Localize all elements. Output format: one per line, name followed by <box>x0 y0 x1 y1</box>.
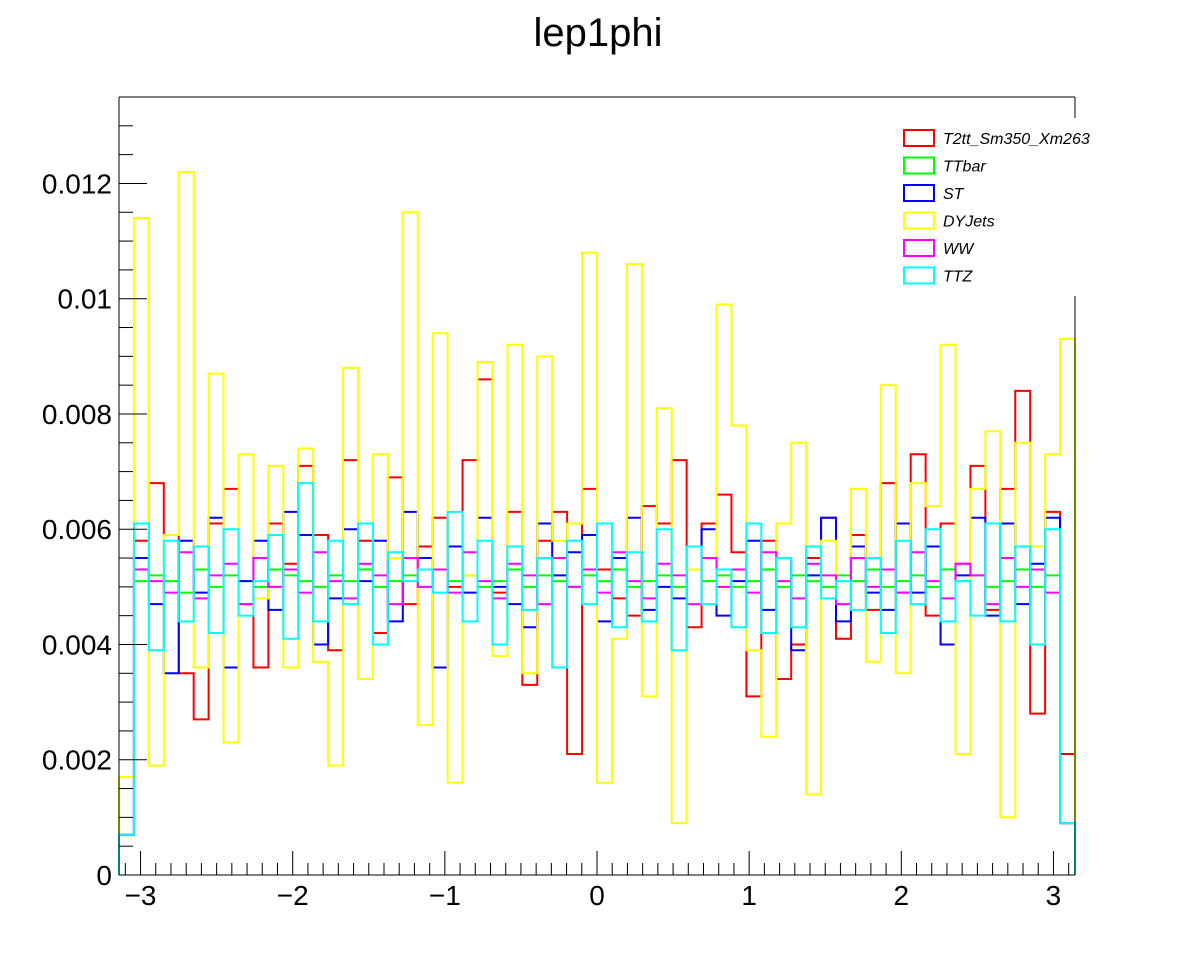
legend-label: T2tt_Sm350_Xm263 <box>943 131 1090 148</box>
legend-swatch <box>903 239 935 257</box>
legend-swatch <box>903 184 935 202</box>
legend-swatch <box>903 266 935 285</box>
legend-swatch <box>903 156 935 175</box>
y-axis: 0 0.002 0.004 0.006 0.008 0.01 0.012 <box>42 96 147 891</box>
legend-label: ST <box>943 186 965 203</box>
x-tick-label: 1 <box>741 880 757 911</box>
x-axis: −3 −2 −1 0 1 2 3 <box>125 851 1070 911</box>
x-tick-label: −1 <box>429 880 461 911</box>
y-tick-label: 0 <box>96 860 112 891</box>
legend-label: TTbar <box>943 159 986 176</box>
y-tick-label: 0.01 <box>58 284 113 315</box>
legend-label: DYJets <box>943 214 995 231</box>
series-dyjets <box>118 170 1076 875</box>
series-layer <box>118 170 1076 875</box>
legend-swatch <box>903 129 935 147</box>
x-tick-label: −2 <box>277 880 309 911</box>
series-ttz <box>118 482 1076 875</box>
y-tick-label: 0.004 <box>42 629 112 660</box>
legend-swatch <box>903 211 935 230</box>
legend-label: WW <box>943 241 975 258</box>
y-tick-label: 0.012 <box>42 168 112 199</box>
x-tick-label: −3 <box>125 880 157 911</box>
y-tick-label: 0.002 <box>42 745 112 776</box>
x-tick-label: 3 <box>1046 880 1062 911</box>
legend: T2tt_Sm350_Xm263 TTbar ST DYJets WW TTZ <box>898 118 1090 296</box>
chart-title: lep1phi <box>533 11 662 55</box>
x-tick-label: 2 <box>894 880 910 911</box>
y-tick-label: 0.008 <box>42 399 112 430</box>
x-tick-label: 0 <box>589 880 605 911</box>
legend-label: TTZ <box>943 269 974 286</box>
legend-box <box>898 118 1078 296</box>
y-tick-label: 0.006 <box>42 514 112 545</box>
